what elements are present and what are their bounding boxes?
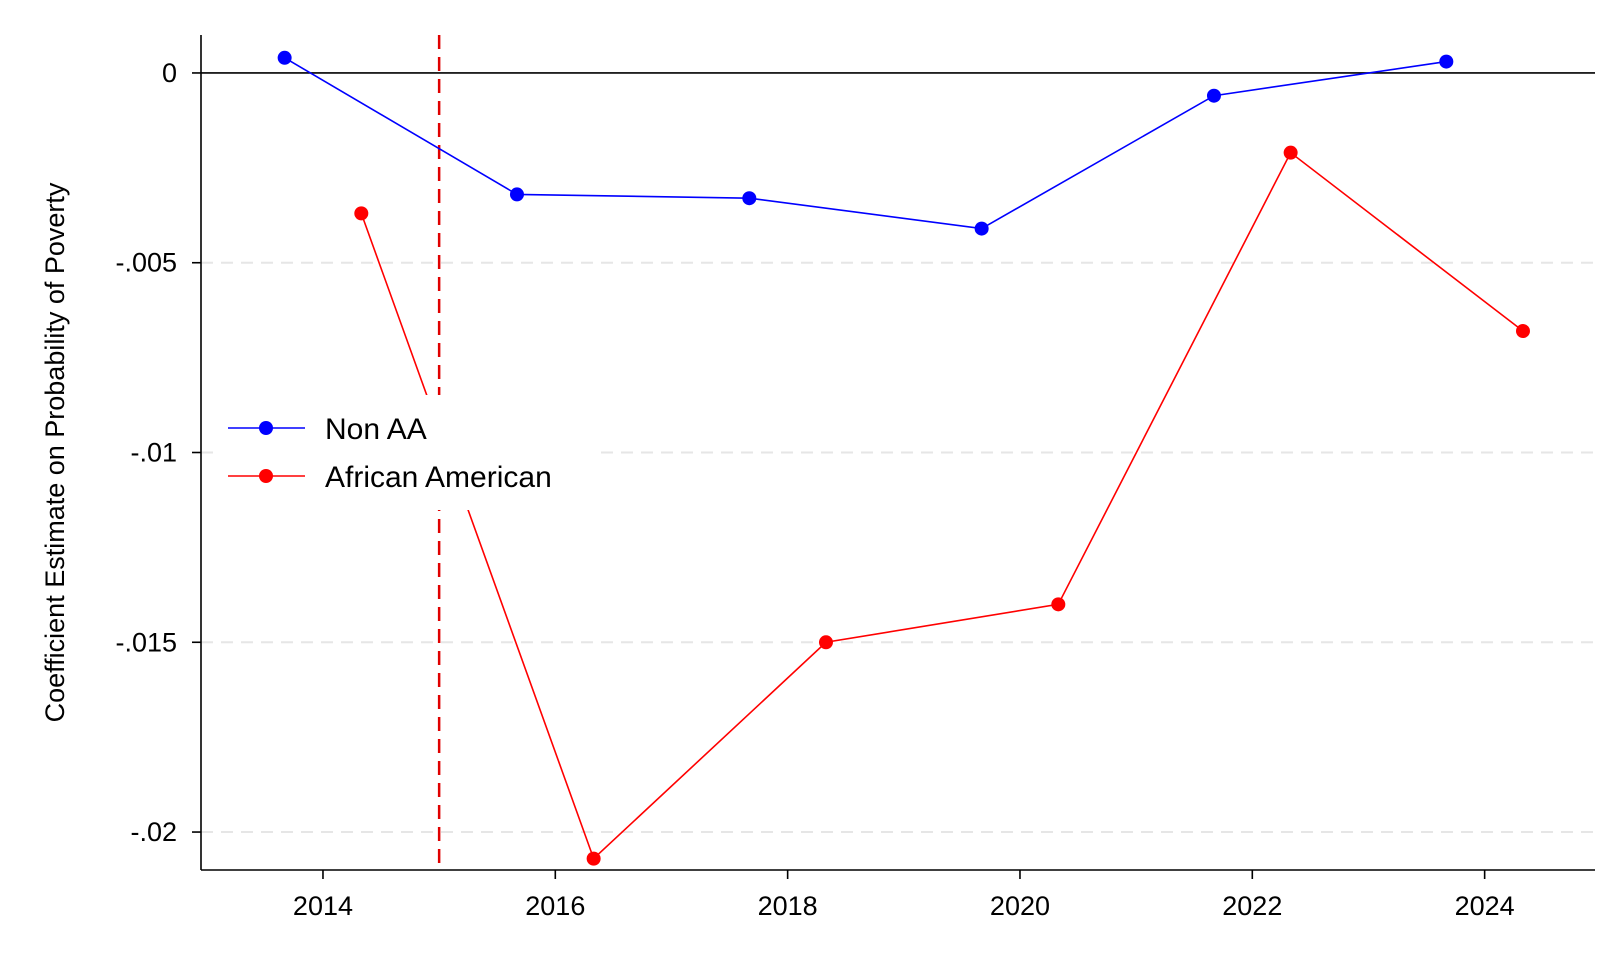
legend-marker-1 (259, 469, 273, 483)
series-1-point-0 (354, 206, 369, 221)
series-0-point-5 (1439, 54, 1454, 69)
series-0-point-4 (1206, 88, 1221, 103)
legend-label-0: Non AA (325, 413, 427, 446)
series-1-point-5 (1515, 324, 1530, 339)
series-1-point-2 (818, 635, 833, 650)
x-tick-label-2: 2018 (758, 891, 818, 921)
y-tick-label-2: -.01 (130, 438, 177, 468)
legend: Non AA African American (228, 413, 552, 494)
y-tick-label-4: -.02 (130, 817, 177, 847)
series-line-1 (360, 151, 1524, 861)
series-0-point-1 (509, 187, 524, 202)
series-1-point-3 (1051, 597, 1066, 612)
legend-label-1: African American (325, 461, 552, 494)
y-tick-label-0: 0 (162, 58, 177, 88)
legend-background (220, 395, 595, 510)
grid (201, 261, 1595, 834)
x-tick-label-5: 2024 (1455, 891, 1515, 921)
y-tick-label-3: -.015 (115, 627, 177, 657)
axes: 0 -.005 -.01 -.015 -.02 2014 2016 2018 2020 2022 2… (115, 35, 1595, 921)
x-tick-label-1: 2016 (525, 891, 585, 921)
series-line-0 (284, 57, 1447, 230)
series-0-point-2 (742, 191, 757, 206)
reference-lines (201, 35, 1595, 870)
series-1-point-4 (1283, 145, 1298, 160)
x-tick-label-3: 2020 (990, 891, 1050, 921)
x-tick-label-0: 2014 (293, 891, 353, 921)
y-tick-label-1: -.005 (115, 248, 177, 278)
series-0-point-0 (277, 50, 292, 65)
legend-marker-0 (259, 421, 273, 435)
series-0-point-3 (974, 221, 989, 236)
series-1-point-1 (586, 851, 601, 866)
x-tick-label-4: 2022 (1222, 891, 1282, 921)
series-layer (277, 50, 1530, 866)
y-axis-title: Coefficient Estimate on Probability of P… (40, 182, 70, 722)
